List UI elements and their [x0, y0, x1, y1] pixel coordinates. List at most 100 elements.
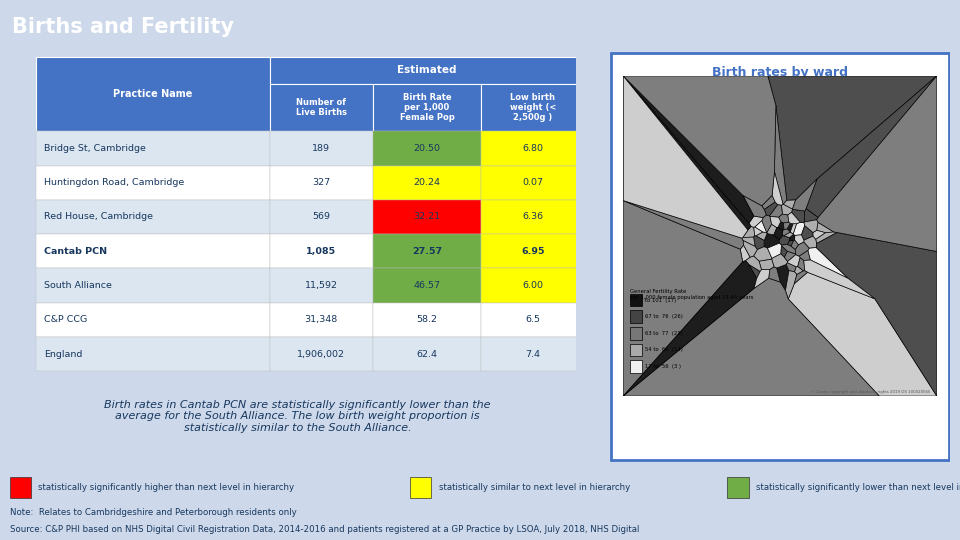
- Polygon shape: [786, 262, 796, 272]
- Text: 7.4: 7.4: [525, 349, 540, 359]
- FancyBboxPatch shape: [481, 234, 585, 268]
- Text: Huntingdon Road, Cambridge: Huntingdon Road, Cambridge: [44, 178, 184, 187]
- Text: Number of
Live Births: Number of Live Births: [296, 98, 347, 117]
- Polygon shape: [775, 105, 787, 204]
- Text: © Crown copyright and database rights 2019 OS 100020565: © Crown copyright and database rights 20…: [811, 390, 930, 394]
- FancyBboxPatch shape: [372, 200, 481, 234]
- Bar: [630, 327, 642, 340]
- Polygon shape: [792, 179, 817, 211]
- FancyBboxPatch shape: [270, 84, 372, 131]
- FancyBboxPatch shape: [36, 302, 270, 337]
- Polygon shape: [749, 216, 763, 227]
- Text: statistically significantly higher than next level in hierarchy: statistically significantly higher than …: [38, 483, 295, 492]
- FancyBboxPatch shape: [372, 268, 481, 302]
- Polygon shape: [817, 76, 937, 252]
- Text: Cantab PCN: Cantab PCN: [44, 247, 108, 256]
- Text: Practice Name: Practice Name: [113, 89, 193, 99]
- Polygon shape: [804, 208, 818, 222]
- Polygon shape: [780, 246, 787, 257]
- Polygon shape: [804, 260, 875, 299]
- Polygon shape: [802, 226, 813, 240]
- FancyBboxPatch shape: [481, 337, 585, 371]
- Polygon shape: [743, 226, 755, 238]
- FancyBboxPatch shape: [481, 131, 585, 165]
- Polygon shape: [791, 240, 799, 249]
- Polygon shape: [755, 221, 767, 233]
- Polygon shape: [794, 271, 807, 284]
- Polygon shape: [778, 221, 784, 231]
- Polygon shape: [785, 271, 797, 299]
- FancyBboxPatch shape: [270, 302, 372, 337]
- Polygon shape: [770, 217, 780, 228]
- Text: 6.80: 6.80: [522, 144, 543, 153]
- Polygon shape: [759, 259, 774, 269]
- Text: South Alliance: South Alliance: [44, 281, 112, 290]
- Polygon shape: [804, 236, 817, 248]
- Polygon shape: [788, 212, 801, 224]
- Text: Red House, Cambridge: Red House, Cambridge: [44, 212, 154, 221]
- FancyBboxPatch shape: [36, 200, 270, 234]
- Text: 17 to  56  (3 ): 17 to 56 (3 ): [645, 364, 682, 369]
- Text: to 101  (17): to 101 (17): [645, 298, 677, 302]
- FancyBboxPatch shape: [270, 57, 585, 84]
- FancyBboxPatch shape: [270, 200, 372, 234]
- Polygon shape: [772, 172, 783, 205]
- FancyBboxPatch shape: [36, 337, 270, 371]
- Polygon shape: [746, 256, 761, 272]
- Text: 6.36: 6.36: [522, 212, 543, 221]
- Bar: [630, 310, 642, 323]
- Polygon shape: [764, 202, 778, 216]
- Text: Note:  Relates to Cambridgeshire and Peterborough residents only: Note: Relates to Cambridgeshire and Pete…: [10, 508, 297, 517]
- Text: 63 to  77  (23): 63 to 77 (23): [645, 331, 683, 336]
- Text: 20.50: 20.50: [414, 144, 441, 153]
- FancyBboxPatch shape: [372, 337, 481, 371]
- Polygon shape: [772, 254, 787, 268]
- Polygon shape: [769, 267, 780, 282]
- Text: 327: 327: [312, 178, 330, 187]
- Text: 6.00: 6.00: [522, 281, 543, 290]
- Polygon shape: [777, 265, 789, 291]
- Text: 31,348: 31,348: [304, 315, 338, 325]
- Text: 11,592: 11,592: [304, 281, 338, 290]
- Polygon shape: [793, 222, 804, 235]
- Polygon shape: [795, 266, 804, 274]
- FancyBboxPatch shape: [481, 200, 585, 234]
- Polygon shape: [623, 76, 776, 206]
- Text: 569: 569: [312, 212, 330, 221]
- FancyBboxPatch shape: [36, 57, 270, 131]
- Polygon shape: [792, 210, 804, 222]
- FancyBboxPatch shape: [270, 234, 372, 268]
- Polygon shape: [781, 245, 796, 254]
- FancyBboxPatch shape: [372, 234, 481, 268]
- Polygon shape: [623, 76, 754, 223]
- FancyBboxPatch shape: [728, 477, 749, 498]
- Text: 189: 189: [312, 144, 330, 153]
- Polygon shape: [761, 215, 772, 233]
- Text: 46.57: 46.57: [414, 281, 441, 290]
- Text: statistically similar to next level in hierarchy: statistically similar to next level in h…: [439, 483, 631, 492]
- Text: Source: C&P PHI based on NHS Digital Civil Registration Data, 2014-2016 and pati: Source: C&P PHI based on NHS Digital Civ…: [10, 524, 639, 534]
- FancyBboxPatch shape: [481, 302, 585, 337]
- Polygon shape: [784, 251, 796, 261]
- FancyBboxPatch shape: [410, 477, 431, 498]
- Polygon shape: [816, 232, 837, 244]
- Text: Low birth
weight (<
2,500g ): Low birth weight (< 2,500g ): [510, 92, 556, 123]
- FancyBboxPatch shape: [36, 131, 270, 165]
- FancyBboxPatch shape: [270, 165, 372, 200]
- Text: Birth rates by ward: Birth rates by ward: [712, 66, 848, 79]
- Polygon shape: [743, 195, 766, 218]
- FancyBboxPatch shape: [36, 165, 270, 200]
- FancyBboxPatch shape: [10, 477, 31, 498]
- Polygon shape: [798, 258, 804, 271]
- Polygon shape: [787, 240, 794, 246]
- Bar: [630, 294, 642, 306]
- Polygon shape: [782, 229, 790, 236]
- Polygon shape: [623, 76, 748, 238]
- Polygon shape: [787, 255, 800, 267]
- Text: statistically significantly lower than next level in hierarchy: statistically significantly lower than n…: [756, 483, 960, 492]
- Polygon shape: [754, 227, 763, 236]
- Polygon shape: [817, 222, 834, 233]
- Polygon shape: [795, 235, 804, 245]
- FancyBboxPatch shape: [270, 131, 372, 165]
- FancyBboxPatch shape: [270, 268, 372, 302]
